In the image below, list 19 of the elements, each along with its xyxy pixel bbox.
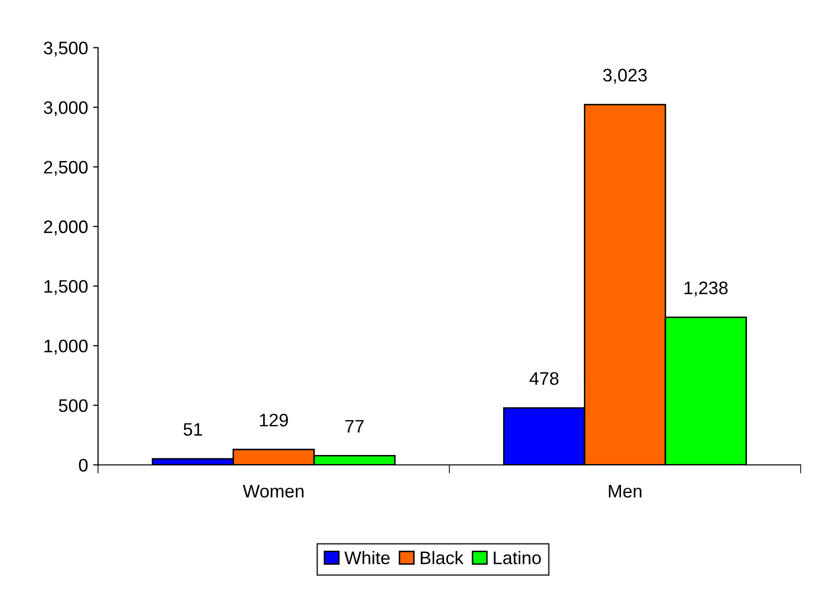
legend-label: Black bbox=[420, 551, 464, 564]
legend-label: White bbox=[344, 551, 390, 564]
text: 129 bbox=[260, 414, 288, 426]
y-tick-label: 1,000 bbox=[44, 340, 88, 355]
text: 3,023 bbox=[603, 68, 647, 84]
y-tick-label: 3,000 bbox=[44, 101, 88, 116]
y-tick-label: 500 bbox=[58, 399, 88, 412]
x-tick-label: Men bbox=[608, 484, 642, 498]
legend-label: Latino bbox=[494, 551, 541, 564]
text: 77 bbox=[345, 420, 364, 433]
y-tick-label: 0 bbox=[78, 458, 88, 472]
y-tick-label: 2,500 bbox=[44, 160, 88, 176]
y-tick-label: 2,000 bbox=[44, 220, 88, 236]
y-tick-label: 3,500 bbox=[44, 42, 88, 57]
text: 1,238 bbox=[684, 282, 728, 296]
x-tick-label: Women bbox=[242, 484, 304, 498]
text: 51 bbox=[184, 423, 202, 436]
text: 478 bbox=[530, 372, 558, 385]
y-tick-label: 1,500 bbox=[44, 280, 88, 295]
